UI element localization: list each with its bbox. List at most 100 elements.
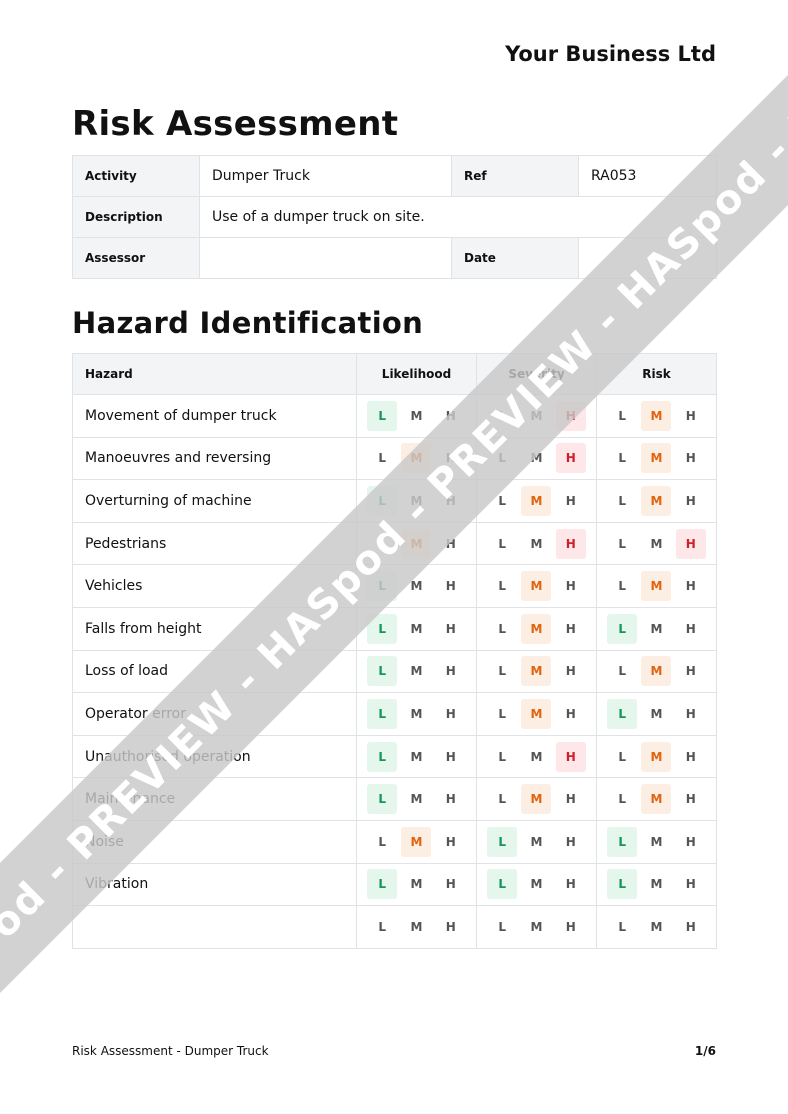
level-option: M [530, 919, 543, 934]
level-option: L [378, 834, 386, 849]
level-option: H [445, 919, 456, 934]
level-selected: H [555, 443, 586, 474]
level-option: L [498, 792, 506, 807]
level-selected: M [641, 443, 672, 474]
level-option: H [685, 834, 696, 849]
level-option: H [565, 579, 576, 594]
level-selected: M [521, 613, 552, 644]
hazard-row: Loss of load L M H L M H L M H [72, 649, 717, 694]
level-selected: M [521, 485, 552, 516]
level-selected: L [607, 826, 638, 857]
footer-text: Risk Assessment - Dumper Truck [72, 1044, 269, 1058]
level-selected: L [367, 656, 398, 687]
level-option: H [685, 493, 696, 508]
level-option: L [618, 451, 626, 466]
level-option: M [410, 664, 423, 679]
level-selected: H [555, 741, 586, 772]
level-option: H [685, 451, 696, 466]
level-selected: M [641, 656, 672, 687]
hazard-row: Operator error L M H L M H L M H [72, 692, 717, 736]
level-option: H [685, 706, 696, 721]
level-option: L [618, 408, 626, 423]
level-selected: M [641, 784, 672, 815]
level-option: M [650, 834, 663, 849]
level-option: H [445, 834, 456, 849]
level-selected: L [367, 741, 398, 772]
company-name: Your Business Ltd [505, 42, 716, 66]
hazard-row: Vibration L M H L M H L M H [72, 862, 717, 907]
hazard-row: NoiseLMHLMHLMH [72, 819, 717, 864]
hazard-name: Movement of dumper truck [72, 394, 357, 438]
level-selected: L [487, 869, 518, 900]
level-option: H [565, 834, 576, 849]
level-option: H [565, 706, 576, 721]
label: Description [72, 196, 200, 238]
level-selected: L [367, 869, 398, 900]
info-row: Activity Dumper Truck Ref RA053 [72, 155, 717, 197]
level-option: H [685, 621, 696, 636]
level-option: H [445, 579, 456, 594]
info-table: Activity Dumper Truck Ref RA053 Descript… [72, 155, 717, 279]
level-option: L [498, 664, 506, 679]
level-option: L [498, 493, 506, 508]
level-option: H [685, 579, 696, 594]
level-option: H [565, 493, 576, 508]
level-option: M [650, 706, 663, 721]
level-selected: L [487, 826, 518, 857]
level-option: M [410, 749, 423, 764]
level-option: H [565, 792, 576, 807]
level-option: M [650, 536, 663, 551]
level-selected: L [607, 869, 638, 900]
level-option: H [565, 919, 576, 934]
level-option: H [565, 877, 576, 892]
level-option: M [410, 919, 423, 934]
level-option: L [498, 621, 506, 636]
level-option: H [565, 664, 576, 679]
level-option: L [618, 536, 626, 551]
level-option: H [685, 792, 696, 807]
level-selected: M [641, 485, 672, 516]
level-option: M [650, 621, 663, 636]
hazard-row: Movement of dumper truckLMHLMHLMH [72, 394, 717, 438]
level-option: M [410, 579, 423, 594]
level-option: L [618, 749, 626, 764]
level-option: L [618, 919, 626, 934]
level-option: L [498, 536, 506, 551]
level-option: H [685, 408, 696, 423]
info-row: Description Use of a dumper truck on sit… [72, 196, 717, 238]
level-option: H [685, 919, 696, 934]
level-option: M [410, 877, 423, 892]
level-option: L [498, 706, 506, 721]
